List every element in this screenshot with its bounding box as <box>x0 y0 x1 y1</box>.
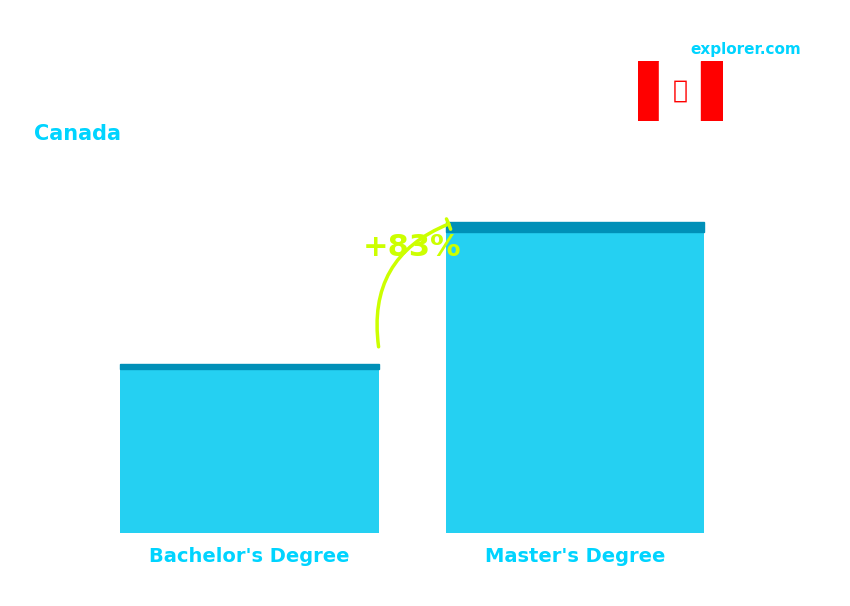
Bar <box>701 61 722 121</box>
Bar <box>120 364 379 369</box>
Text: Canada: Canada <box>34 124 121 144</box>
Text: Average Yearly Salary: Average Yearly Salary <box>824 242 834 364</box>
Text: 177,000 CAD: 177,000 CAD <box>179 338 320 356</box>
Bar <box>638 61 659 121</box>
Text: 325,000 CAD: 325,000 CAD <box>505 196 645 215</box>
Text: Cash Management Manager: Cash Management Manager <box>34 88 326 108</box>
Text: 🍁: 🍁 <box>672 79 688 103</box>
Text: Salary Comparison By Education: Salary Comparison By Education <box>34 42 591 72</box>
Text: explorer.com: explorer.com <box>690 42 801 58</box>
Bar <box>445 222 705 533</box>
Bar <box>445 222 705 231</box>
Bar <box>659 61 701 121</box>
Text: +83%: +83% <box>363 233 462 262</box>
Text: salary: salary <box>629 42 682 58</box>
Bar <box>120 364 379 533</box>
